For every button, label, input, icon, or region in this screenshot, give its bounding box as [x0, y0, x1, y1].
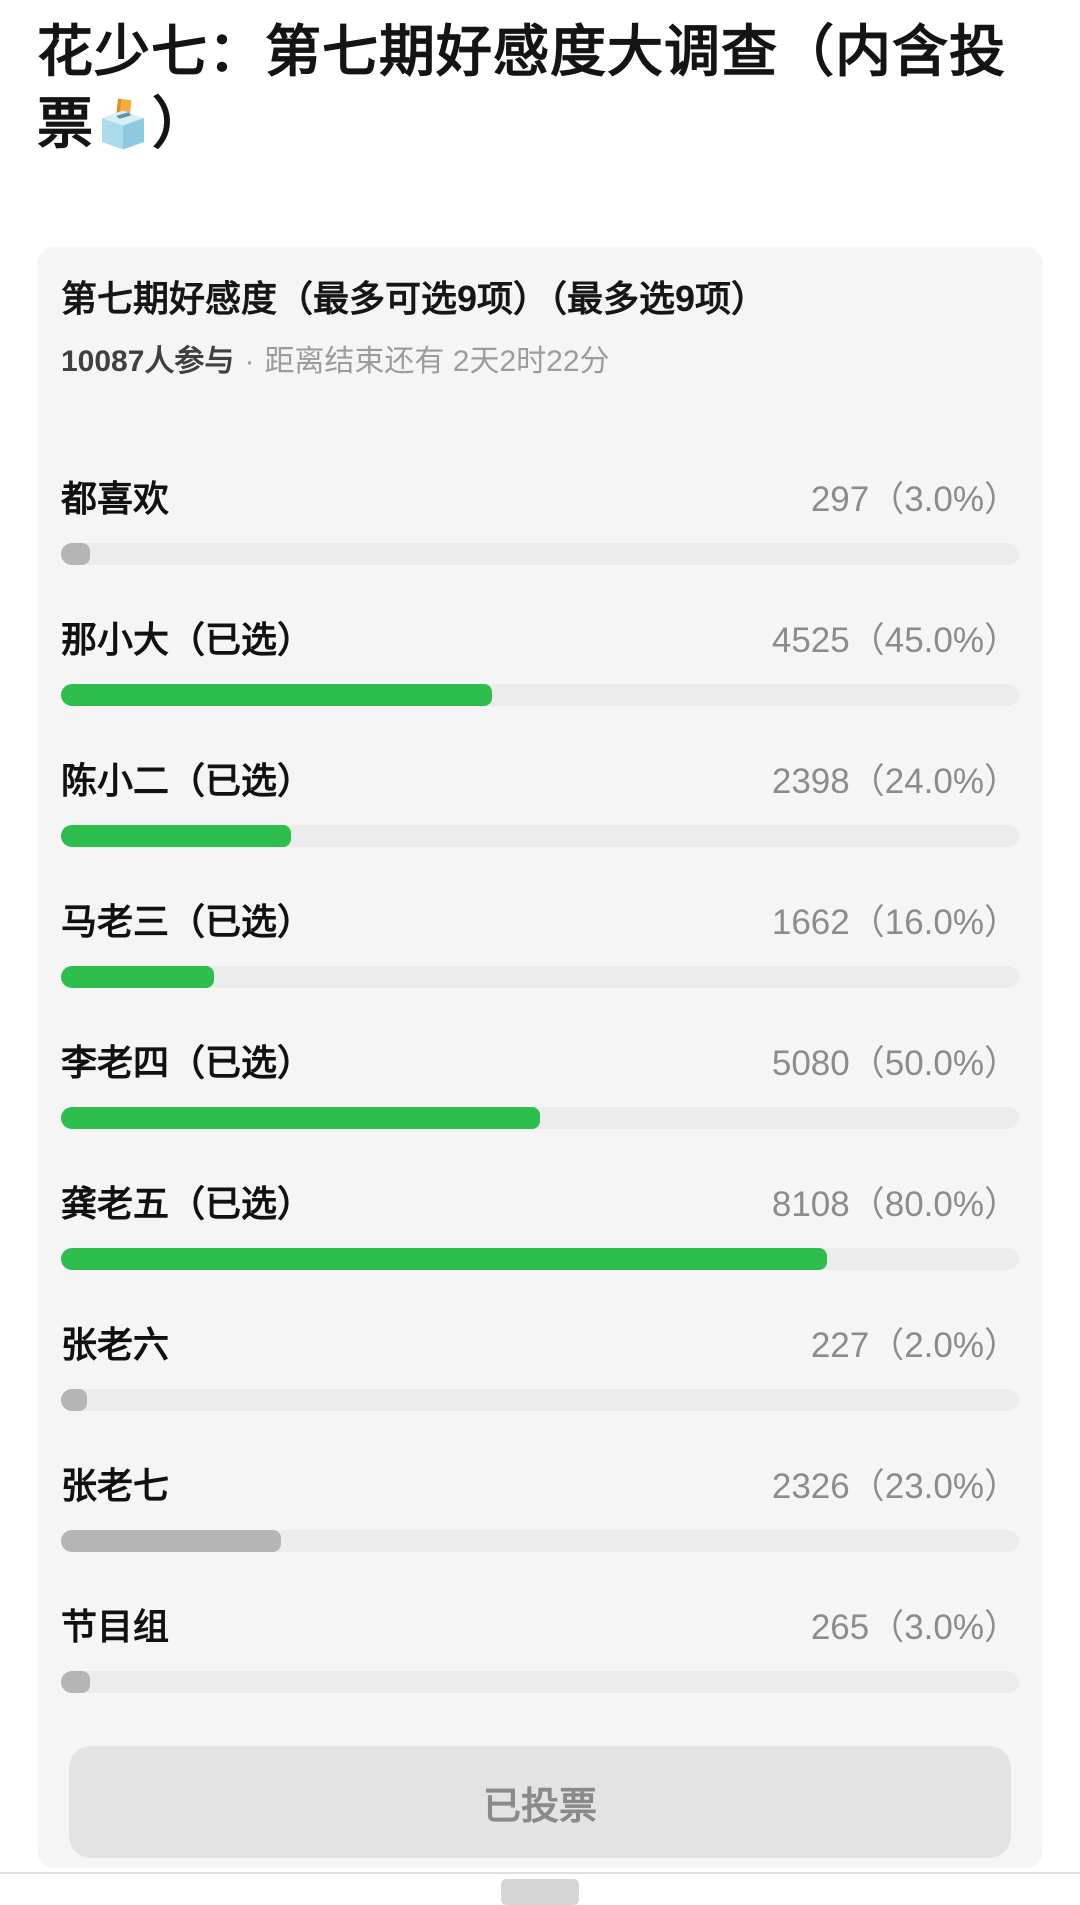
option-label: 马老三（已选） [61, 901, 314, 942]
option-count: 297（3.0%） [810, 480, 1019, 519]
poll-question: 第七期好感度（最多可选9项）（最多选9项） [61, 278, 768, 319]
option-bar-fill [61, 1671, 90, 1693]
option-selected-tag: （已选） [169, 760, 314, 801]
meta-dot-separator: · [244, 345, 255, 378]
option-label: 陈小二（已选） [61, 760, 314, 801]
ballot-box-emoji [96, 96, 150, 150]
option-label: 龚老五（已选） [61, 1183, 314, 1224]
poll-card: 第七期好感度（最多可选9项）（最多选9项） 10087人参与 · 距离结束还有 2天… [37, 247, 1043, 1868]
option-bar-track [61, 825, 1019, 847]
page-title-line2-close: ） [152, 92, 209, 155]
poll-countdown: 距离结束还有 2天2时22分 [264, 345, 610, 378]
poll-participants-count: 10087人参与 [61, 345, 235, 378]
option-count: 4525（45.0%） [771, 621, 1019, 660]
option-label: 那小大（已选） [61, 619, 314, 660]
option-selected-tag: （已选） [169, 619, 314, 660]
poll-option[interactable]: 李老四（已选） 5080（50.0%） [58, 1041, 1022, 1182]
option-bar-track [61, 1671, 1019, 1693]
option-selected-tag: （已选） [169, 1042, 314, 1083]
option-count: 227（2.0%） [810, 1326, 1019, 1365]
option-bar-fill [61, 1389, 87, 1411]
poll-option[interactable]: 那小大（已选） 4525（45.0%） [58, 618, 1022, 759]
option-bar-fill [61, 966, 215, 988]
option-label: 都喜欢 [61, 478, 170, 519]
footer-handle [501, 1879, 579, 1905]
option-bar-track [61, 1389, 1019, 1411]
option-selected-tag: （已选） [169, 1183, 314, 1224]
option-count: 2326（23.0%） [771, 1467, 1019, 1506]
poll-option[interactable]: 张老六 227（2.0%） [58, 1323, 1022, 1464]
poll-option[interactable]: 节目组 265（3.0%） [58, 1605, 1022, 1746]
poll-options-list: 都喜欢 297（3.0%） 那小大（已选） 4525（45.0%） 陈小二（已选… [58, 477, 1022, 1746]
poll-option[interactable]: 龚老五（已选） 8108（80.0%） [58, 1182, 1022, 1323]
option-bar-track [61, 543, 1019, 565]
option-bar-track [61, 1248, 1019, 1270]
page-title: 花少七：第七期好感度大调查（内含投 票 ） [0, 0, 1080, 160]
page-title-line1: 花少七：第七期好感度大调查（内含投 [37, 20, 1006, 83]
option-count: 1662（16.0%） [771, 903, 1019, 942]
option-count: 5080（50.0%） [771, 1044, 1019, 1083]
option-bar-track [61, 966, 1019, 988]
option-bar-track [61, 684, 1019, 706]
page-title-line2: 票 [37, 92, 94, 155]
option-count: 8108（80.0%） [771, 1185, 1019, 1224]
poll-meta: 10087人参与 · 距离结束还有 2天2时22分 [58, 343, 1022, 381]
option-bar-fill [61, 1107, 540, 1129]
option-bar-fill [61, 1248, 828, 1270]
option-label: 张老六 [61, 1324, 170, 1365]
poll-option[interactable]: 陈小二（已选） 2398（24.0%） [58, 759, 1022, 900]
option-bar-track [61, 1530, 1019, 1552]
option-bar-fill [61, 543, 90, 565]
voted-button[interactable]: 已投票 [69, 1746, 1011, 1858]
option-bar-fill [61, 825, 291, 847]
option-selected-tag: （已选） [169, 901, 314, 942]
option-bar-fill [61, 1530, 282, 1552]
poll-option[interactable]: 马老三（已选） 1662（16.0%） [58, 900, 1022, 1041]
option-bar-track [61, 1107, 1019, 1129]
page-footer-divider [0, 1872, 1080, 1905]
option-bar-fill [61, 684, 493, 706]
option-count: 265（3.0%） [810, 1608, 1019, 1647]
option-label: 李老四（已选） [61, 1042, 314, 1083]
option-label: 节目组 [61, 1606, 170, 1647]
option-count: 2398（24.0%） [771, 762, 1019, 801]
poll-option[interactable]: 都喜欢 297（3.0%） [58, 477, 1022, 618]
poll-option[interactable]: 张老七 2326（23.0%） [58, 1464, 1022, 1605]
option-label: 张老七 [61, 1465, 170, 1506]
